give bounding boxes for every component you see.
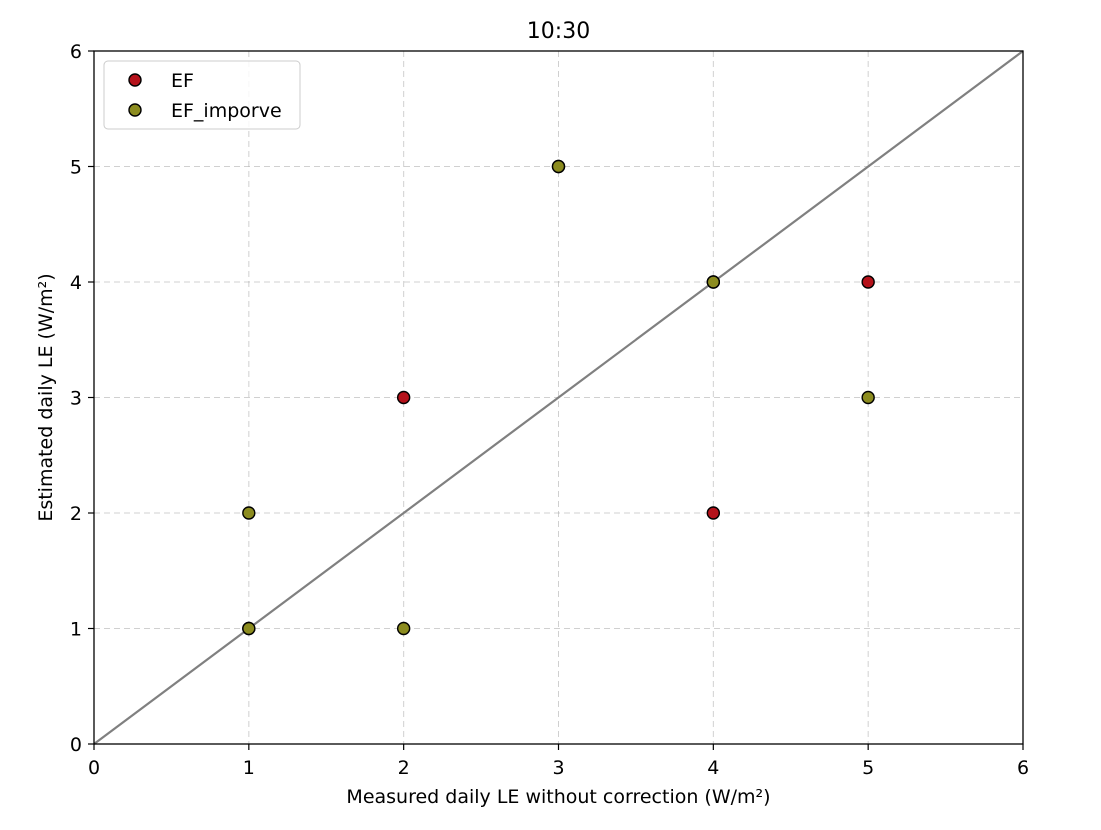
data-point-series-1 xyxy=(242,621,256,636)
y-tick-label: 1 xyxy=(70,619,82,641)
legend-label-1: EF_imporve xyxy=(171,100,282,122)
data-point-series-1 xyxy=(242,506,256,520)
tick-layer: 0 1 2 3 4 5 6 0 1 2 3 4 5 6 xyxy=(70,41,1029,779)
legend-label-0: EF xyxy=(171,70,194,92)
y-tick-label: 5 xyxy=(70,157,82,179)
x-tick-label: 3 xyxy=(552,757,564,779)
y-tick-label: 3 xyxy=(70,388,82,410)
data-point-series-1 xyxy=(861,390,875,405)
data-point-series-1 xyxy=(706,275,721,289)
legend: EF EF_imporve xyxy=(103,60,301,130)
chart-title: 10:30 xyxy=(527,19,590,44)
y-tick-label: 4 xyxy=(70,272,82,294)
data-point-series-0 xyxy=(396,390,411,405)
x-tick-label: 0 xyxy=(88,757,100,779)
data-point-series-0 xyxy=(706,506,721,520)
y-tick-label: 0 xyxy=(70,734,82,756)
legend-marker-0 xyxy=(128,73,142,87)
x-tick-label: 1 xyxy=(243,757,255,779)
legend-box xyxy=(103,60,301,130)
data-point-series-1 xyxy=(551,159,566,174)
x-tick-label: 4 xyxy=(707,757,719,779)
data-point-series-0 xyxy=(861,275,875,289)
y-tick-label: 2 xyxy=(70,503,82,525)
y-axis-label: Estimated daily LE (W/m²) xyxy=(35,273,57,521)
x-tick-label: 5 xyxy=(862,757,874,779)
data-point-series-1 xyxy=(396,621,411,636)
x-tick-label: 6 xyxy=(1017,757,1029,779)
data-points-layer xyxy=(242,159,875,636)
x-tick-label: 2 xyxy=(398,757,410,779)
legend-marker-1 xyxy=(128,103,142,117)
y-tick-label: 6 xyxy=(70,41,82,63)
x-axis-label: Measured daily LE without correction (W/… xyxy=(346,786,770,808)
